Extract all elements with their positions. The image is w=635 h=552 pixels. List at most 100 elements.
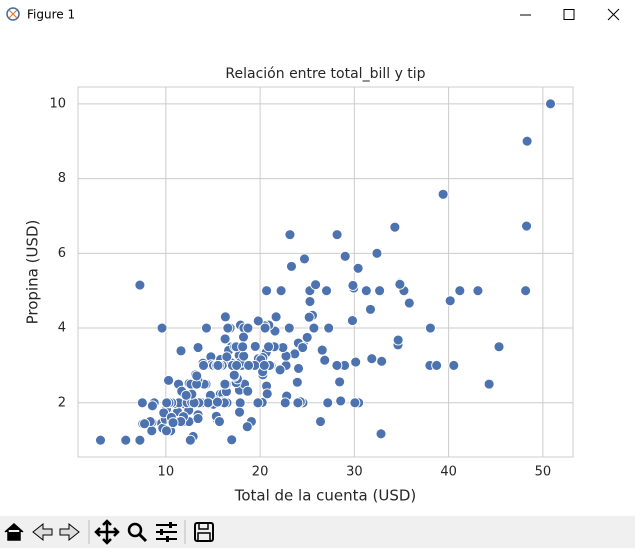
point: [293, 362, 304, 374]
point: [192, 342, 204, 353]
point: [374, 285, 386, 297]
x-tick-label: 10: [158, 465, 175, 480]
point: [316, 344, 328, 356]
point: [299, 253, 310, 265]
point: [237, 341, 249, 353]
point: [292, 397, 304, 409]
point: [242, 385, 254, 397]
point: [275, 285, 287, 297]
point: [334, 376, 346, 388]
configure-button[interactable]: [156, 522, 177, 542]
app-icon: [6, 7, 20, 21]
point: [156, 322, 168, 334]
y-tick-label: 4: [58, 321, 66, 336]
points: [95, 98, 556, 446]
point: [365, 303, 376, 315]
point: [219, 333, 231, 345]
point: [228, 369, 240, 381]
title-bar: [0, 0, 635, 30]
point: [323, 322, 335, 334]
point: [339, 250, 351, 262]
point: [249, 340, 261, 352]
point: [263, 341, 275, 353]
point: [371, 247, 383, 259]
y-tick-label: 6: [58, 246, 66, 261]
point: [493, 341, 505, 353]
point: [219, 311, 231, 323]
grid: [78, 87, 573, 457]
point: [376, 355, 388, 367]
zoom-button[interactable]: [127, 522, 148, 543]
point: [252, 315, 264, 327]
point: [448, 359, 460, 371]
point: [322, 397, 334, 409]
point: [221, 351, 233, 363]
point: [134, 434, 146, 446]
point: [291, 376, 303, 388]
point: [274, 364, 286, 376]
point: [321, 285, 332, 297]
point: [163, 374, 175, 386]
point: [335, 395, 347, 407]
pan-button[interactable]: [94, 519, 120, 545]
back-button[interactable]: [32, 522, 53, 542]
point: [139, 418, 150, 430]
point: [319, 354, 331, 366]
maximize-button[interactable]: [563, 9, 575, 20]
point: [234, 406, 245, 418]
y-tick-label: 2: [58, 395, 66, 410]
point: [212, 396, 223, 408]
point: [424, 322, 436, 334]
point: [521, 135, 533, 147]
x-tick-label: 50: [535, 465, 552, 480]
y-tick-label: 10: [49, 96, 66, 111]
point: [161, 397, 173, 409]
point: [366, 353, 378, 365]
point: [349, 397, 361, 409]
point: [350, 356, 362, 368]
point: [297, 342, 309, 353]
home-button[interactable]: [4, 522, 24, 541]
point: [241, 421, 253, 433]
point: [270, 311, 282, 323]
point: [454, 285, 466, 297]
point: [202, 397, 214, 409]
x-tick-label: 40: [440, 465, 457, 480]
x-axis-label: Total de la cuenta (USD): [234, 487, 417, 505]
point: [200, 322, 212, 334]
point: [242, 322, 254, 334]
point: [120, 434, 132, 446]
point: [431, 359, 443, 371]
point: [472, 285, 484, 297]
window-title: Figure 1: [27, 8, 75, 22]
point: [521, 220, 533, 232]
point: [394, 278, 406, 290]
point: [95, 434, 106, 446]
point: [258, 359, 270, 371]
point: [222, 322, 234, 334]
point: [286, 260, 297, 272]
point: [231, 359, 243, 371]
point: [184, 434, 196, 446]
close-button[interactable]: [607, 8, 620, 21]
save-button[interactable]: [194, 522, 214, 542]
point: [545, 98, 556, 110]
point: [284, 229, 296, 241]
point: [261, 388, 273, 400]
point: [444, 295, 456, 307]
point: [283, 322, 295, 334]
point: [520, 285, 532, 297]
point: [347, 280, 359, 291]
point: [375, 428, 387, 440]
point: [315, 416, 326, 427]
point: [392, 334, 404, 346]
point: [331, 359, 343, 371]
point: [403, 297, 415, 309]
point: [198, 359, 209, 371]
point: [175, 345, 187, 357]
forward-button[interactable]: [59, 522, 80, 542]
axes-frame: [77, 86, 574, 458]
point: [136, 397, 148, 409]
point: [304, 296, 316, 307]
